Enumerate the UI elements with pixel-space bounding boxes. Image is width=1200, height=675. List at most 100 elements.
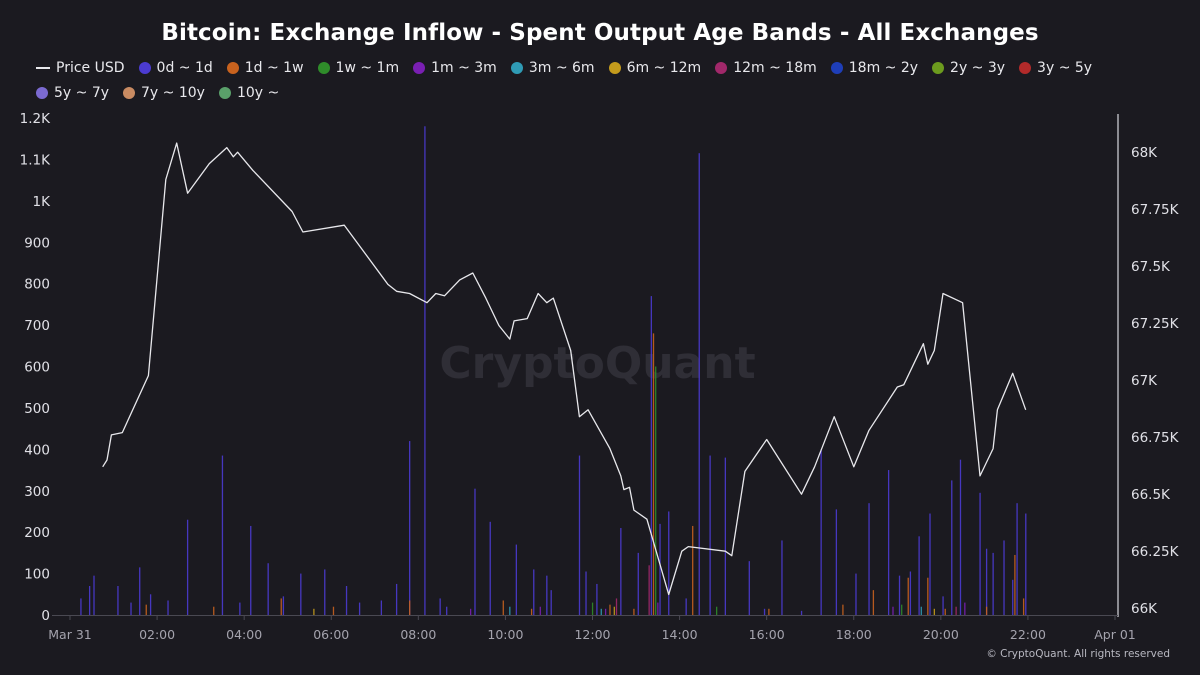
bar-3-1: [539, 606, 541, 615]
legend-item-10[interactable]: 3y ~ 5y: [1019, 58, 1092, 78]
legend-item-11[interactable]: 5y ~ 7y: [36, 83, 109, 103]
legend-label: 3m ~ 6m: [528, 60, 595, 76]
bar-0-2: [93, 575, 95, 615]
bar-0-4: [130, 602, 132, 615]
bar-0-58: [979, 492, 981, 615]
y-left-tick-label: 500: [24, 401, 50, 417]
x-tick-label: 16:00: [749, 627, 785, 642]
legend-item-4[interactable]: 1m ~ 3m: [413, 58, 497, 78]
legend-item-9[interactable]: 2y ~ 3y: [932, 58, 1005, 78]
bar-0-19: [395, 583, 398, 615]
y-left-tick-label: 900: [24, 235, 50, 251]
bar-0-6: [149, 594, 152, 615]
bar-0-22: [439, 598, 441, 615]
bar-0-57: [959, 459, 962, 615]
bar-0-40: [709, 455, 711, 615]
legend-label: 0d ~ 1d: [156, 60, 213, 76]
legend-item-8[interactable]: 18m ~ 2y: [830, 58, 919, 78]
y-right-tick-label: 66.75K: [1131, 430, 1180, 446]
legend-label: 1d ~ 1w: [244, 60, 304, 76]
x-tick-label: Apr 01: [1094, 627, 1136, 642]
x-tick-label: 18:00: [836, 627, 872, 642]
y-right-tick-label: 67K: [1131, 373, 1158, 389]
y-left-tick-label: 400: [24, 442, 50, 458]
bar-0-3: [117, 586, 119, 615]
x-tick-label: 02:00: [139, 627, 175, 642]
y-right-tick-label: 67.75K: [1131, 202, 1180, 218]
y-left-tick-label: 1.2K: [20, 111, 51, 127]
legend-line-marker: [36, 67, 50, 69]
bar-1-3: [332, 606, 335, 615]
y-left-tick-label: 1K: [33, 194, 52, 210]
bar-0-48: [855, 573, 857, 615]
legend-dot-marker: [932, 62, 945, 74]
bar-0-52: [909, 571, 912, 615]
bar-0-51: [898, 575, 901, 615]
x-tick-label: 12:00: [574, 627, 610, 642]
bar-0-16: [345, 586, 348, 615]
legend-label: 6m ~ 12m: [626, 60, 702, 76]
bar-0-5: [139, 567, 141, 615]
legend-item-3[interactable]: 1w ~ 1m: [317, 58, 399, 78]
price-line: [102, 142, 1027, 596]
bar-1-13: [872, 590, 875, 615]
bar-0-44: [781, 540, 783, 615]
bar-6-0: [615, 598, 618, 615]
bar-6-2: [955, 606, 957, 615]
bar-1-7: [609, 604, 611, 615]
bar-0-15: [324, 569, 326, 615]
legend-item-2[interactable]: 1d ~ 1w: [226, 58, 304, 78]
bar-2-3: [901, 604, 903, 615]
x-tick-label: 06:00: [313, 627, 349, 642]
bar-3-4: [892, 606, 894, 615]
copyright-notice: © CryptoQuant. All rights reserved: [986, 648, 1170, 660]
x-tick-label: 08:00: [400, 627, 436, 642]
bar-1-1: [213, 606, 215, 615]
legend-dot-marker: [413, 62, 426, 74]
bar-0-54: [929, 513, 931, 615]
legend-item-7[interactable]: 12m ~ 18m: [715, 58, 817, 78]
bar-1-19: [1022, 598, 1025, 615]
bar-0-13: [282, 596, 285, 615]
x-tick-label: 04:00: [226, 627, 262, 642]
legend-dot-marker: [123, 87, 136, 99]
legend-item-6[interactable]: 6m ~ 12m: [608, 58, 702, 78]
bar-0-34: [637, 552, 639, 616]
y-right-tick-label: 66K: [1131, 601, 1158, 617]
bar-0-60: [992, 552, 994, 616]
legend-item-1[interactable]: 0d ~ 1d: [138, 58, 213, 78]
legend-item-5[interactable]: 3m ~ 6m: [510, 58, 595, 78]
bar-0-25: [489, 521, 491, 615]
bar-0-10: [239, 602, 241, 615]
bar-1-11: [768, 608, 770, 615]
y-right-tick-label: 66.5K: [1131, 487, 1171, 503]
bar-6-1: [648, 565, 650, 615]
bar-0-14: [300, 573, 302, 615]
bar-2-2: [715, 606, 718, 615]
bar-3-0: [469, 608, 472, 615]
bar-0-11: [250, 525, 252, 615]
legend-item-12[interactable]: 7y ~ 10y: [123, 83, 205, 103]
y-right-tick-label: 67.5K: [1131, 259, 1171, 275]
bar-0-41: [724, 457, 726, 615]
bar-0-63: [1016, 503, 1018, 615]
bar-1-5: [502, 600, 504, 615]
bar-3-5: [964, 602, 966, 615]
bar-0-46: [820, 449, 822, 615]
legend-label: 10y ~: [236, 85, 280, 101]
y-left-tick-label: 300: [24, 484, 50, 500]
legend-label: 7y ~ 10y: [141, 85, 205, 101]
x-tick-label: 10:00: [487, 627, 523, 642]
bar-0-18: [380, 600, 383, 615]
bar-0-21: [424, 126, 426, 615]
bar-1-17: [985, 606, 988, 615]
legend-dot-marker: [715, 62, 728, 74]
legend-label: 18m ~ 2y: [848, 60, 919, 76]
bar-0-53: [918, 536, 920, 615]
bar-3-3: [657, 602, 659, 615]
x-tick-label: 22:00: [1010, 627, 1046, 642]
legend-item-0[interactable]: Price USD: [36, 58, 125, 78]
legend-label: 1m ~ 3m: [431, 60, 497, 76]
legend-item-13[interactable]: 10y ~: [218, 83, 280, 103]
